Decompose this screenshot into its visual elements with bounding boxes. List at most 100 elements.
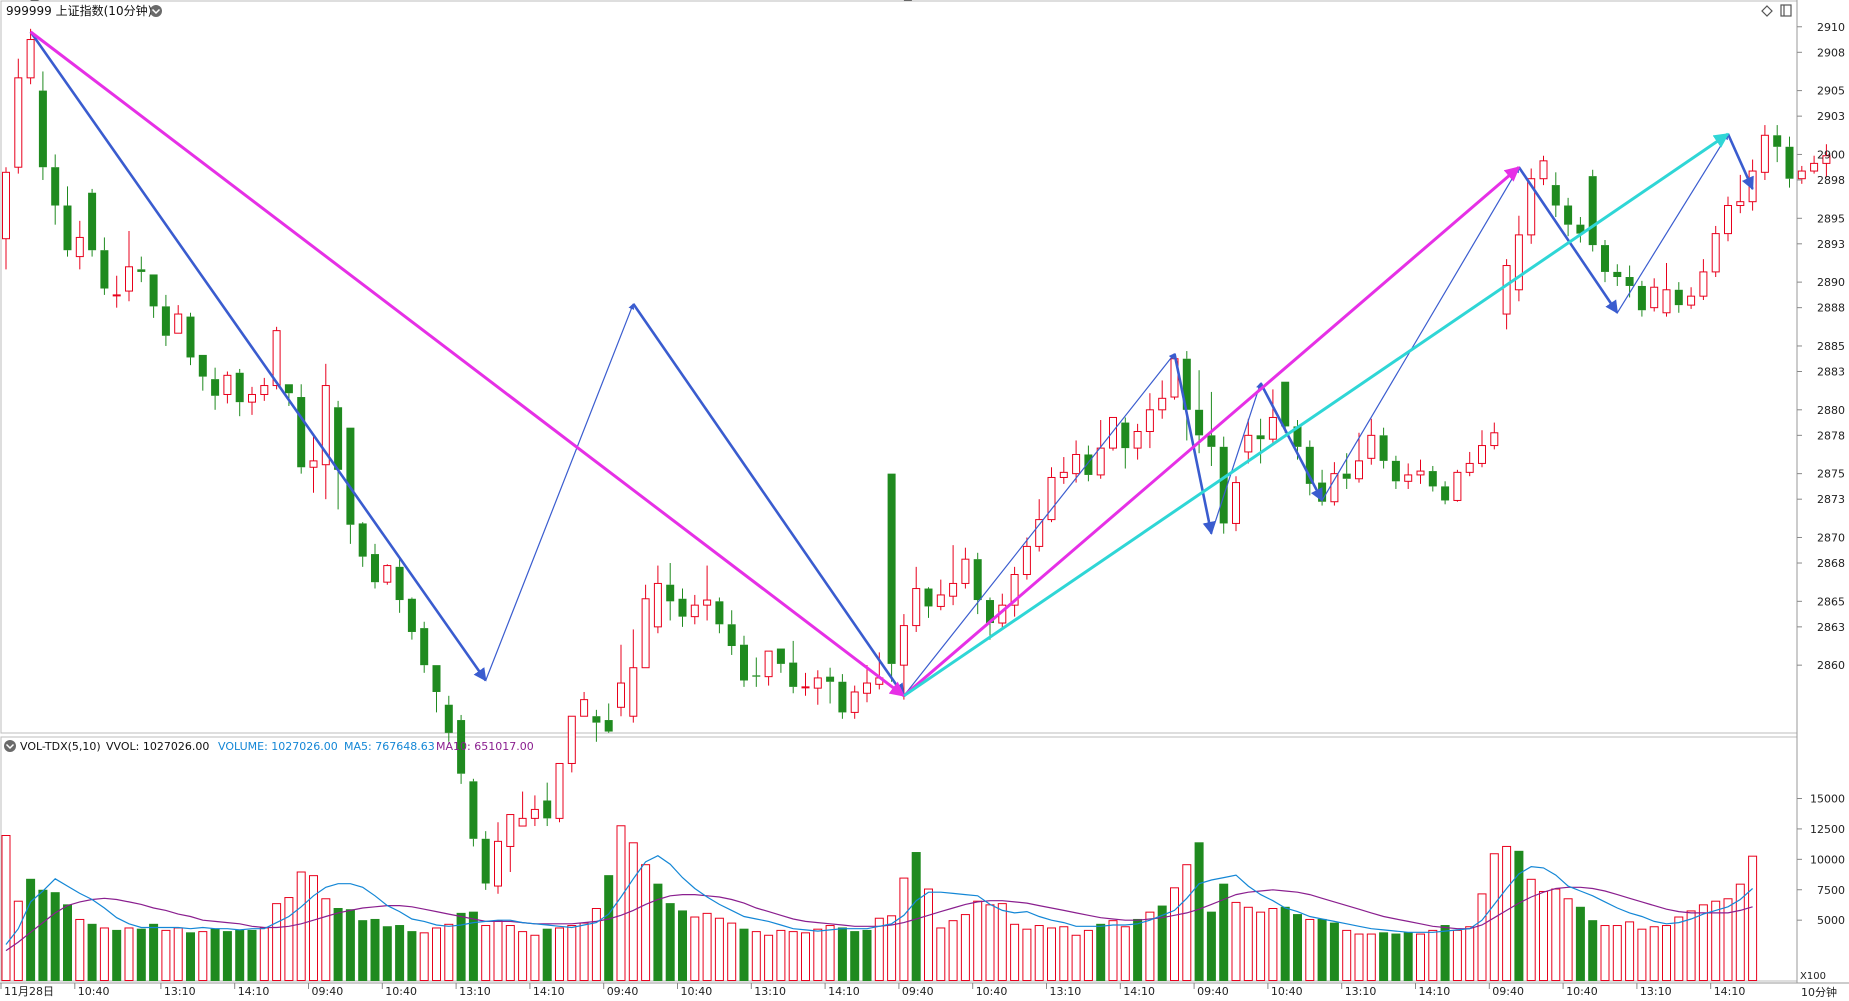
- candle: [592, 709, 601, 742]
- candle-body: [1662, 289, 1671, 314]
- volume-bar: [124, 927, 134, 982]
- diamond-icon: [1761, 5, 1773, 17]
- volume-bar: [924, 888, 933, 981]
- volume-bar: [973, 900, 983, 982]
- candle-body: [198, 354, 207, 377]
- volume-bar: [837, 927, 847, 981]
- candle: [580, 691, 589, 717]
- candle: [1502, 259, 1511, 330]
- volume-bar: [1231, 901, 1241, 982]
- volume-bar: [653, 883, 663, 981]
- vvol-value: VVOL: 1027026.00: [106, 740, 209, 753]
- volume-bar: [1502, 845, 1512, 982]
- candle-body: [813, 677, 822, 689]
- candle-body: [235, 372, 244, 403]
- candle: [1674, 282, 1683, 313]
- volume-bar: [247, 929, 257, 981]
- diamond-button[interactable]: [1761, 5, 1773, 17]
- candle-body: [715, 601, 724, 625]
- volume-bar: [173, 927, 183, 982]
- candle: [407, 597, 416, 640]
- candle-body: [530, 808, 539, 819]
- volume-bar: [1317, 918, 1327, 981]
- candle: [887, 473, 896, 682]
- candle: [1096, 420, 1105, 479]
- volume-menu-button[interactable]: [4, 740, 16, 752]
- title-menu-button[interactable]: [150, 5, 162, 17]
- volume-bar: [1342, 929, 1352, 982]
- candle-body: [63, 205, 72, 251]
- candle-body: [1109, 416, 1117, 449]
- price-axis: 2910 2908 2905 2903 2900 2898 2895 2893 2890 2888…: [1797, 21, 1845, 672]
- volume-bar: [911, 852, 921, 981]
- candle: [383, 564, 392, 585]
- volume-bar: [641, 864, 651, 982]
- zigzag-segment: [1173, 353, 1216, 535]
- wave-label: 1: [900, 0, 908, 3]
- candle-body: [1342, 473, 1351, 479]
- candle: [1158, 380, 1167, 419]
- candle: [764, 650, 773, 686]
- candle: [604, 703, 613, 733]
- candle-body: [457, 720, 466, 774]
- candle-body: [1010, 574, 1019, 606]
- volume-bar: [13, 900, 23, 982]
- price-tick-label: 2903: [1817, 110, 1845, 123]
- time-tick-label: 10:40: [1271, 985, 1303, 998]
- candle: [653, 565, 662, 634]
- volume-bar: [1256, 911, 1266, 982]
- volume-bar: [1219, 883, 1229, 981]
- time-tick-label: 10:40: [385, 985, 417, 998]
- candle-body: [592, 716, 601, 723]
- candle: [789, 640, 798, 694]
- volume-bar: [1686, 910, 1696, 982]
- candle: [1121, 417, 1130, 469]
- volume-bar: [530, 934, 540, 981]
- price-annotation: 2909.84: [41, 0, 87, 3]
- volume-bar: [1391, 933, 1401, 981]
- candle-body: [469, 781, 478, 839]
- candle: [358, 522, 367, 567]
- candle-body: [1674, 289, 1683, 306]
- volume-bar: [1305, 918, 1315, 982]
- volume-bar: [75, 918, 85, 982]
- volume-bar: [112, 929, 122, 981]
- time-tick-label: 13:10: [459, 985, 491, 998]
- volume-bar: [63, 904, 72, 981]
- volume-tick-label: 10000: [1810, 853, 1845, 866]
- price-tick-label: 2860: [1817, 659, 1845, 672]
- candle-body: [1158, 397, 1167, 411]
- panel-toggle-button[interactable]: [1780, 4, 1792, 17]
- candle: [371, 543, 379, 589]
- volume-bar: [1022, 928, 1032, 982]
- candle-body: [1736, 201, 1745, 207]
- candle: [1662, 262, 1671, 317]
- volume-bar: [1440, 925, 1450, 981]
- candle: [703, 565, 712, 621]
- candle-body: [1256, 435, 1265, 440]
- candle-body: [1810, 162, 1819, 172]
- candle: [555, 762, 564, 823]
- candle: [1404, 463, 1413, 489]
- candlesticks: [2, 28, 1831, 894]
- volume-bar: [1649, 926, 1659, 981]
- volume-bar: [776, 929, 786, 982]
- volume-bar: [1145, 911, 1155, 982]
- candle-body: [1699, 271, 1708, 297]
- candle: [100, 237, 109, 295]
- candle-body: [1588, 176, 1597, 246]
- candle-body: [1244, 434, 1253, 453]
- volume-bar: [493, 920, 503, 982]
- candle-body: [26, 39, 35, 79]
- candle: [838, 674, 847, 719]
- candle-body: [1502, 265, 1511, 315]
- candle: [801, 672, 810, 696]
- volume-bar: [149, 923, 159, 981]
- candle: [26, 28, 35, 85]
- candle: [125, 231, 133, 302]
- candle-body: [1785, 146, 1794, 179]
- volume-bar: [887, 915, 897, 981]
- candle-body: [789, 662, 798, 687]
- volume-bar: [1637, 928, 1647, 982]
